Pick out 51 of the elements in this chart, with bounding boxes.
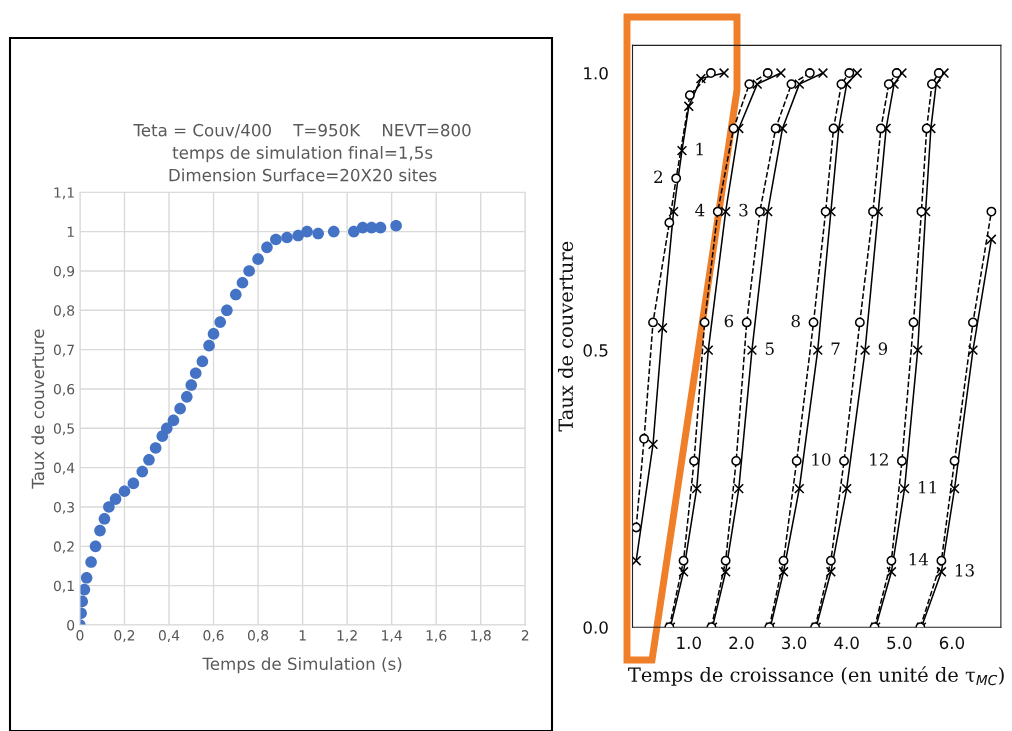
x-tick-label: 5.0 — [887, 636, 912, 650]
annotation: 3 — [739, 203, 748, 217]
x-tick-label: 6.0 — [939, 636, 965, 650]
x-tick-label: 0,8 — [247, 630, 269, 643]
x-tick-label: 4.0 — [834, 636, 859, 650]
x-tick-label: 0 — [76, 630, 84, 641]
y-tick-label: 0,4 — [53, 462, 75, 475]
y-tick-label: 0,3 — [53, 501, 74, 514]
x-tick-label: 0,6 — [203, 630, 224, 643]
y-tick-label: 0,2 — [53, 541, 74, 554]
annotation: 14 — [909, 552, 929, 566]
x-tick-label: 1,8 — [471, 630, 491, 643]
y-axis-title: Taux de couverture — [31, 329, 45, 489]
y-tick-label: 0.0 — [583, 621, 608, 634]
annotation: 7 — [831, 342, 840, 355]
y-tick-label: 0,5 — [53, 423, 74, 436]
x-axis-title: Temps de croissance (en unité de τ$_{MC}$) — [628, 666, 1004, 686]
annotation: 10 — [812, 453, 831, 466]
annotation: 13 — [955, 564, 974, 577]
y-tick-label: 1 — [67, 226, 74, 237]
annotation: 12 — [870, 453, 888, 466]
x-tick-label: 1 — [299, 630, 306, 641]
annotation: 1 — [696, 142, 703, 156]
y-tick-label: 0.5 — [583, 344, 608, 357]
y-tick-label: 0,9 — [53, 265, 75, 278]
annotation: 4 — [695, 203, 705, 217]
x-tick-label: 3.0 — [782, 636, 807, 650]
y-tick-label: 0,7 — [53, 344, 74, 357]
y-tick-label: 0,8 — [53, 305, 75, 318]
annotation: 5 — [765, 342, 774, 355]
y-tick-label: 0 — [67, 619, 75, 631]
x-tick-label: 1,4 — [382, 630, 402, 643]
x-axis-title: Temps de Simulation (s) — [202, 657, 402, 674]
x-tick-label: 0,2 — [114, 630, 135, 643]
x-tick-label: 1.0 — [677, 636, 701, 650]
y-tick-label: 1.0 — [584, 66, 608, 80]
annotation: 2 — [654, 170, 663, 183]
x-tick-label: 0,4 — [158, 630, 180, 643]
y-axis-title: Taux de couverture — [558, 241, 574, 432]
y-tick-label: 0,6 — [53, 383, 75, 396]
chart-title: Teta = Couv/400 T=950K NEVT=800 temps de simulation final=1,5s Dimension Surface=20X20 sites — [133, 123, 471, 182]
y-tick-label: 1,1 — [54, 187, 74, 200]
x-tick-label: 1,2 — [337, 630, 357, 643]
x-tick-label: 1,6 — [426, 630, 447, 643]
x-tick-label: 2.0 — [729, 636, 754, 650]
y-tick-label: 0,1 — [53, 580, 74, 593]
annotation: 9 — [878, 342, 888, 355]
annotation: 6 — [724, 314, 734, 328]
annotation: 11 — [919, 480, 936, 494]
annotation: 8 — [791, 314, 800, 328]
x-tick-label: 2 — [521, 630, 529, 641]
